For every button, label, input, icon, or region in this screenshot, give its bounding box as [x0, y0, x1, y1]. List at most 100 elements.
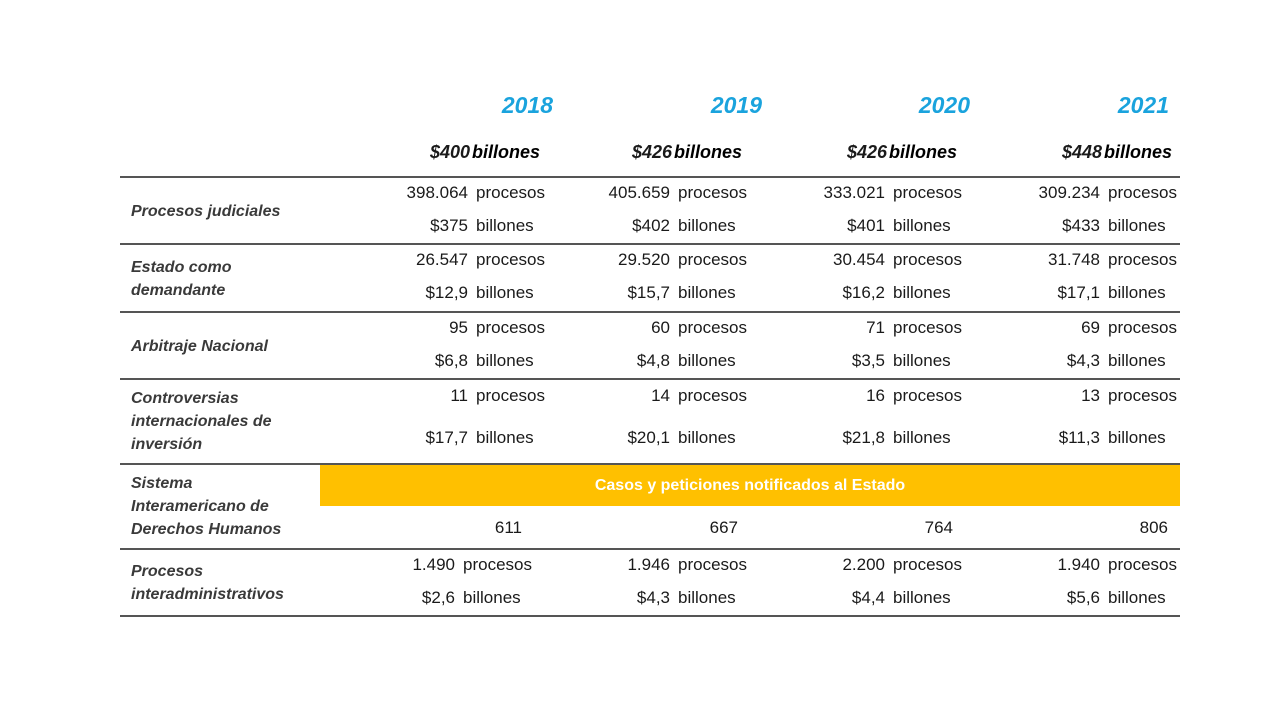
- cell-unit: procesos: [893, 318, 962, 337]
- row-label-sistema-interamericano: Sistema Interamericano de Derechos Human…: [131, 475, 282, 538]
- cell-value: $16,2: [842, 283, 885, 302]
- cell-unit: procesos: [476, 250, 545, 269]
- total-unit: billones: [888, 142, 957, 162]
- total-amount: $448: [1061, 142, 1102, 162]
- total-amount: $426: [846, 142, 887, 162]
- cell-value: $4,3: [1066, 351, 1100, 370]
- cell-unit: procesos: [678, 555, 747, 574]
- cell-unit: billones: [893, 351, 951, 370]
- cell-value: $375: [430, 216, 468, 235]
- cell-unit: billones: [1108, 351, 1166, 370]
- cell-value: $2,6: [421, 588, 455, 607]
- cell-unit: procesos: [678, 318, 747, 337]
- cell-value: 1.940: [1057, 555, 1100, 574]
- cell-value: $433: [1062, 216, 1100, 235]
- row-label-estado-como-demandante: Estado como demandante: [131, 259, 232, 299]
- cell-value: $5,6: [1066, 588, 1100, 607]
- row-divider: [120, 378, 1180, 380]
- cell-value: $12,9: [425, 283, 468, 302]
- row-label-procesos-judiciales: Procesos judiciales: [131, 203, 281, 220]
- cell-value: 16: [866, 386, 885, 405]
- cell-value: 13: [1081, 386, 1100, 405]
- cases-count-2018: 611: [494, 518, 522, 537]
- cell-value: 309.234: [1038, 183, 1100, 202]
- cell-value: 30.454: [833, 250, 885, 269]
- year-header-2018: 2018: [501, 92, 553, 118]
- cell-unit: billones: [678, 216, 736, 235]
- cell-value: 333.021: [823, 183, 885, 202]
- total-amount: $400: [429, 142, 470, 162]
- cell-value: 2.200: [842, 555, 885, 574]
- cell-value: 11: [450, 386, 468, 405]
- cell-value: 69: [1081, 318, 1100, 337]
- cases-count-2021: 806: [1139, 518, 1168, 537]
- cell-value: 1.490: [412, 555, 455, 574]
- cell-unit: procesos: [893, 555, 962, 574]
- total-2018: $400 billones: [340, 142, 540, 163]
- cell-unit: billones: [1108, 428, 1166, 447]
- total-2019: $426 billones: [542, 142, 742, 163]
- cases-count-2020: 764: [924, 518, 953, 537]
- cell-unit: billones: [893, 588, 951, 607]
- cell-value: 95: [449, 318, 468, 337]
- cell-unit: procesos: [1108, 183, 1177, 202]
- total-unit: billones: [673, 142, 742, 162]
- cell-value: $402: [632, 216, 670, 235]
- cell-value: $6,8: [434, 351, 468, 370]
- cell-value: 31.748: [1048, 250, 1100, 269]
- row-label-procesos-interadministrativos: Procesos interadministrativos: [131, 563, 284, 603]
- cell-unit: procesos: [1108, 555, 1177, 574]
- cell-unit: billones: [1108, 216, 1166, 235]
- total-amount: $426: [631, 142, 672, 162]
- cell-value: $20,1: [627, 428, 670, 447]
- cell-unit: procesos: [893, 183, 962, 202]
- cell-unit: procesos: [893, 386, 962, 405]
- total-unit: billones: [471, 142, 540, 162]
- cell-value: 398.064: [406, 183, 468, 202]
- year-header-2019: 2019: [710, 92, 762, 118]
- cell-value: 14: [651, 386, 670, 405]
- row-divider: [120, 176, 1180, 178]
- cell-value: 71: [866, 318, 885, 337]
- cell-value: $15,7: [627, 283, 670, 302]
- row-divider: [120, 615, 1180, 617]
- total-2021: $448 billones: [972, 142, 1172, 163]
- cell-unit: billones: [476, 351, 534, 370]
- cell-value: $21,8: [842, 428, 885, 447]
- cell-value: $17,7: [425, 428, 468, 447]
- cell-unit: procesos: [678, 183, 747, 202]
- cell-value: $17,1: [1057, 283, 1100, 302]
- notified-cases-banner: Casos y peticiones notificados al Estado: [320, 465, 1180, 506]
- cell-unit: billones: [476, 283, 534, 302]
- cell-unit: procesos: [678, 250, 747, 269]
- cell-unit: procesos: [1108, 386, 1177, 405]
- cell-value: $4,8: [636, 351, 670, 370]
- cell-value: $3,5: [851, 351, 885, 370]
- cell-value: 405.659: [608, 183, 670, 202]
- row-divider: [120, 311, 1180, 313]
- cell-unit: billones: [678, 428, 736, 447]
- cell-value: $401: [847, 216, 885, 235]
- total-2020: $426 billones: [757, 142, 957, 163]
- row-label-arbitraje-nacional: Arbitraje Nacional: [131, 338, 268, 355]
- cell-unit: billones: [1108, 588, 1166, 607]
- cell-value: $4,4: [851, 588, 885, 607]
- cell-value: 26.547: [416, 250, 468, 269]
- row-divider: [120, 463, 1180, 465]
- cell-value: 29.520: [618, 250, 670, 269]
- row-divider: [120, 243, 1180, 245]
- cell-value: 1.946: [627, 555, 670, 574]
- cell-unit: billones: [893, 283, 951, 302]
- year-header-2020: 2020: [918, 92, 970, 118]
- cell-unit: procesos: [476, 183, 545, 202]
- cell-unit: procesos: [678, 386, 747, 405]
- cases-count-2019: 667: [709, 518, 738, 537]
- cell-unit: billones: [463, 588, 521, 607]
- cell-unit: procesos: [893, 250, 962, 269]
- cell-unit: billones: [476, 216, 534, 235]
- total-unit: billones: [1103, 142, 1172, 162]
- cell-unit: billones: [476, 428, 534, 447]
- cell-unit: procesos: [476, 318, 545, 337]
- row-label-controversias-internacionales: Controversias internacionales de inversi…: [131, 390, 272, 453]
- cell-unit: billones: [893, 428, 951, 447]
